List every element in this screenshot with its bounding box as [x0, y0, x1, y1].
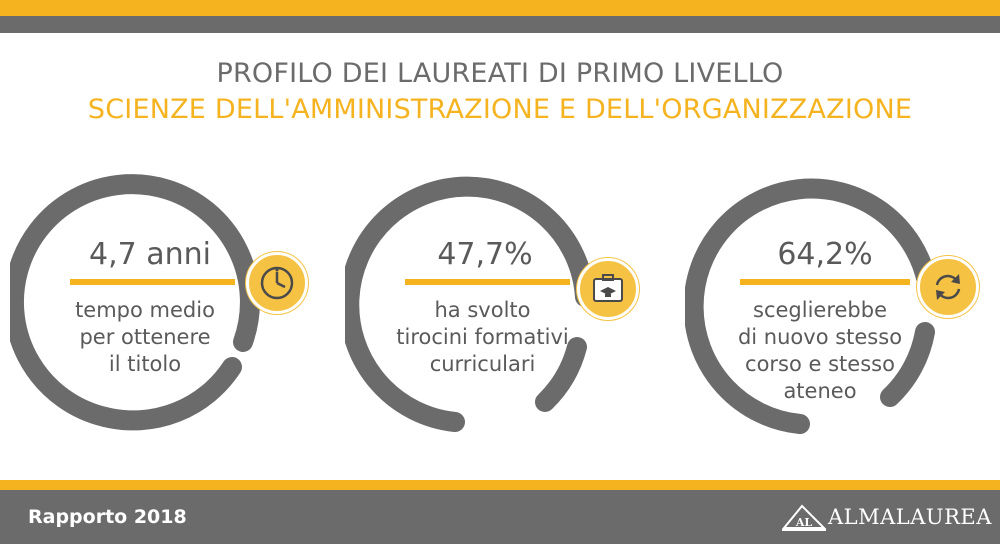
value-underline: [70, 279, 235, 285]
desc-line: corso e stesso: [745, 352, 895, 376]
stat-value: 4,7 anni: [89, 237, 211, 272]
top-accent-bar: [0, 0, 1000, 16]
logo-mark-icon: AL: [781, 504, 827, 531]
briefcase-graduation-icon: [577, 258, 639, 320]
stat-value: 64,2%: [777, 237, 873, 272]
refresh-cycle-icon: [917, 256, 979, 318]
report-label: Rapporto 2018: [28, 506, 187, 528]
progress-ring: [685, 178, 937, 434]
progress-ring: [10, 174, 260, 431]
stat-card-internship: 47,7% ha svolto tirocini formativi curri…: [345, 172, 639, 442]
page-title: PROFILO DEI LAUREATI DI PRIMO LIVELLO: [216, 58, 784, 89]
desc-line: ateneo: [783, 379, 857, 403]
desc-line: per ottenere: [79, 325, 211, 349]
clock-icon: [246, 252, 308, 314]
progress-ring: [345, 176, 595, 432]
stat-card-time: 4,7 anni tempo medio per ottenere il tit…: [10, 172, 308, 442]
desc-line: tempo medio: [75, 298, 215, 322]
desc-line: il titolo: [108, 352, 182, 376]
desc-line: tirocini formativi: [396, 325, 569, 349]
top-gray-bar: [0, 16, 1000, 33]
stat-card-satisfaction: 64,2% sceglierebbe di nuovo stesso corso…: [685, 172, 979, 442]
svg-text:AL: AL: [795, 516, 813, 529]
value-underline: [405, 279, 570, 285]
value-underline: [740, 279, 910, 285]
stat-description: sceglierebbe di nuovo stesso corso e ste…: [710, 297, 930, 405]
stat-value: 47,7%: [437, 237, 533, 272]
footer-bar: [0, 490, 1000, 544]
desc-line: di nuovo stesso: [737, 325, 903, 349]
almalaurea-logo: AL ALMALAUREA: [780, 500, 991, 536]
desc-line: curriculari: [429, 352, 536, 376]
stat-description: tempo medio per ottenere il titolo: [35, 297, 255, 378]
desc-line: sceglierebbe: [753, 298, 887, 322]
desc-line: ha svolto: [434, 298, 531, 322]
stat-description: ha svolto tirocini formativi curriculari: [370, 297, 595, 378]
logo-text: ALMALAUREA: [828, 505, 992, 529]
page-subtitle: SCIENZE DELL'AMMINISTRAZIONE E DELL'ORGA…: [87, 94, 913, 125]
bottom-accent-bar: [0, 480, 1000, 490]
